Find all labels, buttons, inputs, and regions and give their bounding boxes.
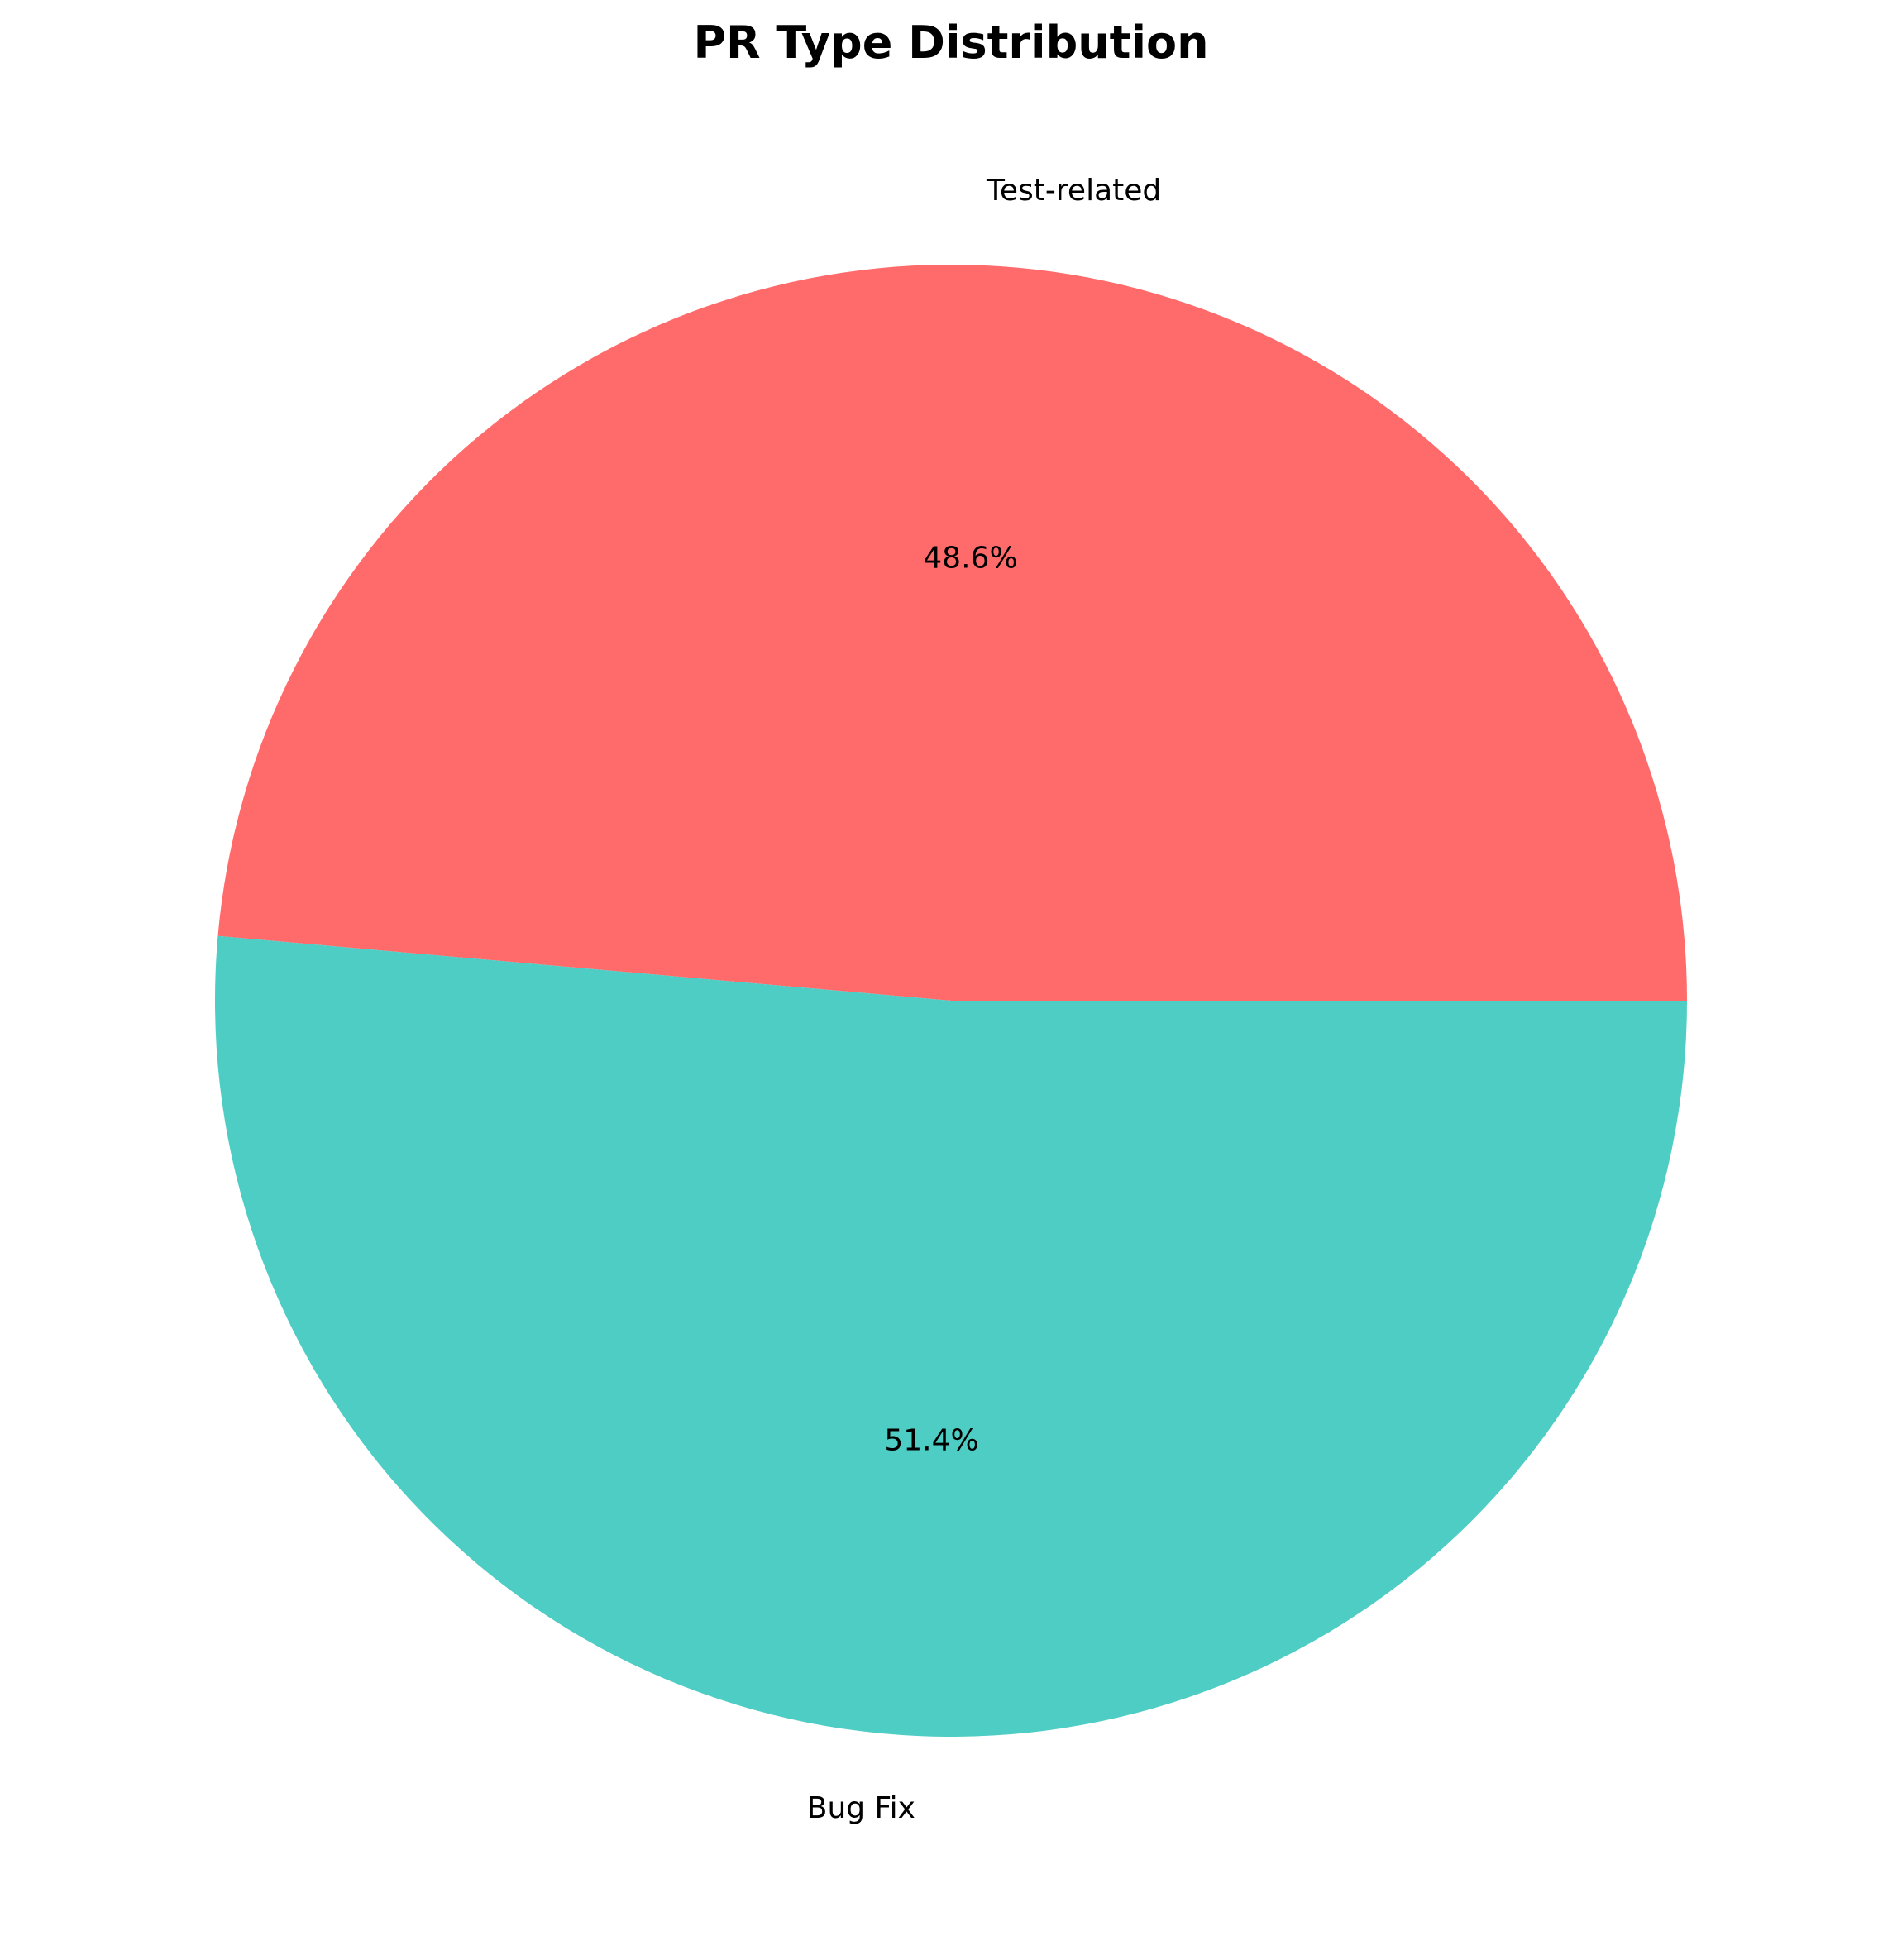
- slice-percent-label: 48.6%: [923, 542, 1017, 576]
- pie-labels: Test-related 48.6% Bug Fix 51.4%: [807, 174, 1162, 1825]
- chart-title: PR Type Distribution: [693, 17, 1208, 69]
- pie-slice-test-related: [217, 264, 1687, 1001]
- pie-slice-bug-fix: [215, 935, 1687, 1737]
- pie-slices: [215, 264, 1687, 1737]
- slice-category-label: Bug Fix: [807, 1791, 915, 1825]
- slice-category-label: Test-related: [986, 174, 1161, 208]
- slice-percent-label: 51.4%: [884, 1423, 978, 1457]
